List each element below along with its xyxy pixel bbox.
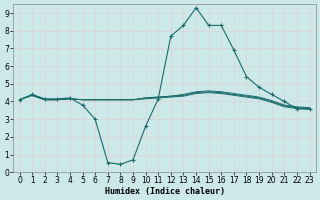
X-axis label: Humidex (Indice chaleur): Humidex (Indice chaleur) — [105, 187, 225, 196]
